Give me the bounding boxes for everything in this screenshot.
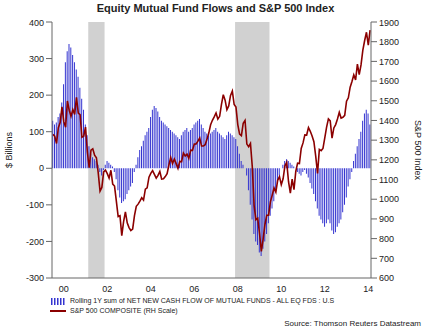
svg-text:400: 400 [29,18,44,28]
svg-text:1700: 1700 [379,57,399,67]
html-text:Source: Thomson Reuters Datast: Source: Thomson Reuters Datastream [284,319,421,328]
svg-text:800: 800 [379,234,394,244]
svg-text:1800: 1800 [379,37,399,47]
svg-text:-100: -100 [26,200,44,210]
svg-text:04: 04 [146,284,156,294]
svg-text:$ Billions: $ Billions [8,131,14,168]
svg-text:900: 900 [379,214,394,224]
svg-text:00: 00 [59,284,69,294]
svg-text:700: 700 [379,254,394,264]
svg-text:600: 600 [379,273,394,283]
svg-text:12: 12 [320,284,330,294]
svg-text:06: 06 [189,284,199,294]
svg-text:300: 300 [29,54,44,64]
svg-text:02: 02 [102,284,112,294]
svg-text:S&P 500 Index: S&P 500 Index [413,120,423,180]
svg-text:1400: 1400 [379,116,399,126]
svg-text:1600: 1600 [379,76,399,86]
svg-text:14: 14 [363,284,373,294]
svg-text:1900: 1900 [379,18,399,28]
html-text:Rolling 1Y sum of NET NEW CASH: Rolling 1Y sum of NET NEW CASH FLOW OF M… [70,297,335,304]
svg-text:1300: 1300 [379,135,399,145]
svg-text:1200: 1200 [379,155,399,165]
svg-text:100: 100 [29,127,44,137]
svg-text:-200: -200 [26,237,44,247]
svg-text:1500: 1500 [379,96,399,106]
svg-text:1000: 1000 [379,194,399,204]
svg-text:-300: -300 [26,273,44,283]
svg-text:0: 0 [39,163,44,173]
svg-text:10: 10 [276,284,286,294]
svg-text:1100: 1100 [379,175,398,185]
html-text:S&P 500 COMPOSITE (RH Scale): S&P 500 COMPOSITE (RH Scale) [70,307,178,314]
svg-text:08: 08 [233,284,243,294]
html-text:Equity Mutual Fund Flows and S: Equity Mutual Fund Flows and S&P 500 Ind… [96,2,335,14]
svg-text:200: 200 [29,90,44,100]
